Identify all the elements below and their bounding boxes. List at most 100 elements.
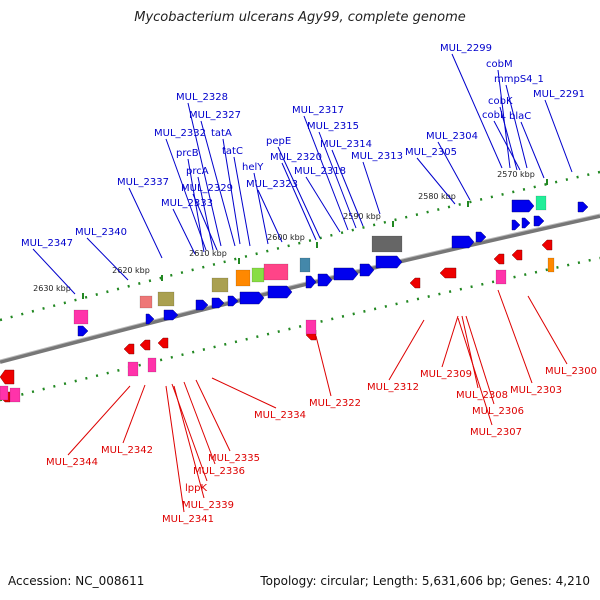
scale-tick-mark [238, 258, 240, 264]
gene-feature-block [547, 257, 555, 273]
forward-gene-label: MUL_2332 [154, 128, 206, 139]
forward-leader-line [505, 84, 528, 169]
reverse-gene-label: lppK [185, 483, 207, 494]
forward-gene-label: cobL [482, 110, 506, 121]
forward-leader-line [192, 193, 218, 251]
forward-gene-label: mmpS4_1 [494, 74, 544, 85]
forward-leader-line [128, 187, 163, 259]
forward-leader-line [197, 176, 214, 251]
scale-tick-mark [161, 275, 163, 281]
forward-gene-label: MUL_2329 [181, 183, 233, 194]
forward-gene-label: cobK [488, 96, 513, 107]
forward-gene-arrow [359, 263, 375, 277]
genome-backbone-highlight [0, 213, 600, 361]
forward-leader-line [331, 149, 364, 227]
reverse-gene-arrow [157, 337, 169, 349]
gene-feature-block [251, 267, 265, 283]
reverse-leader-line [195, 379, 231, 452]
forward-gene-label: helY [242, 162, 264, 173]
forward-gene-arrow [511, 199, 535, 213]
forward-gene-label: MUL_2318 [294, 166, 346, 177]
reverse-gene-label: MUL_2335 [208, 453, 260, 464]
scale-tick-mark [467, 201, 469, 207]
forward-gene-arrow [267, 285, 293, 299]
scale-ticks: 2630 kbp 2620 kbp 2610 kbp 2600 kbp 2590 kbp… [33, 170, 548, 299]
forward-leader-line [187, 158, 205, 253]
scale-tick-mark [546, 179, 548, 185]
forward-gene-arrow [195, 299, 209, 311]
forward-leader-line [416, 157, 456, 205]
reverse-leader-line [527, 295, 568, 365]
forward-leader-line [187, 102, 222, 247]
forward-gene-arrow [333, 267, 359, 281]
forward-leader-line [277, 146, 321, 239]
gene-feature-block [235, 269, 251, 287]
gene-feature-block [305, 319, 317, 335]
gene-labels: MUL_2299 cobM mmpS4_1 cobK MUL_2291 cobL blaC M… [21, 43, 597, 525]
forward-gene-label: prcA [186, 166, 209, 177]
forward-gene-label: cobM [486, 59, 513, 70]
gene-feature-block [139, 295, 153, 309]
reverse-gene-arrow [511, 249, 523, 261]
forward-gene-label: tatC [222, 146, 243, 157]
forward-leader-line [303, 115, 349, 231]
reverse-gene-arrow [139, 339, 151, 351]
forward-gene-label: MUL_2337 [117, 177, 169, 188]
scale-tick-label: 2570 kbp [497, 170, 535, 179]
forward-gene-label: MUL_2315 [307, 121, 359, 132]
forward-gene-label: MUL_2327 [189, 110, 241, 121]
scale-tick-label: 2590 kbp [343, 212, 381, 221]
forward-gene-arrow [145, 313, 155, 325]
genome-summary-text: Topology: circular; Length: 5,631,606 bp… [260, 574, 590, 588]
reverse-gene-label: MUL_2303 [510, 385, 562, 396]
forward-gene-label: MUL_2291 [533, 89, 585, 100]
reverse-leader-line [497, 289, 533, 384]
forward-gene-arrow [511, 219, 521, 231]
reverse-gene-arrow [409, 277, 421, 289]
forward-gene-arrow [239, 291, 265, 305]
forward-gene-label: MUL_2333 [161, 198, 213, 209]
forward-gene-arrow [475, 231, 487, 243]
gene-feature-block [73, 309, 89, 325]
forward-gene-label: pepE [266, 136, 291, 147]
reverse-gene-arrow [541, 239, 553, 251]
forward-leader-line [318, 131, 357, 229]
gene-feature-block [157, 291, 175, 307]
reverse-gene-arrow [123, 343, 135, 355]
forward-gene-label: MUL_2340 [75, 227, 127, 238]
forward-leader-line [233, 156, 251, 247]
reverse-gene-arrow [493, 253, 505, 265]
reverse-gene-label: MUL_2336 [193, 466, 245, 477]
reverse-gene-label: MUL_2341 [162, 514, 214, 525]
forward-gene-arrow [577, 201, 589, 213]
reverse-gene-label: MUL_2339 [182, 500, 234, 511]
gene-feature-block [495, 269, 507, 285]
forward-gene-label: MUL_2305 [405, 147, 457, 158]
scale-tick-label: 2600 kbp [267, 233, 305, 242]
forward-leader-line [222, 138, 241, 245]
reverse-gene-label: MUL_2334 [254, 410, 306, 421]
forward-gene-label: MUL_2299 [440, 43, 492, 54]
reverse-gene-label: MUL_2306 [472, 406, 524, 417]
forward-gene-arrow [451, 235, 475, 249]
scale-tick-mark [392, 221, 394, 227]
forward-leader-line [362, 161, 381, 215]
forward-leader-line [253, 172, 269, 245]
scale-tick-label: 2620 kbp [112, 266, 150, 275]
forward-leader-line [305, 176, 341, 233]
reverse-leader-line [461, 315, 479, 389]
forward-leader-line [437, 141, 471, 201]
forward-gene-arrow [163, 309, 179, 321]
forward-leader-line [86, 237, 129, 281]
reverse-gene-label: MUL_2312 [367, 382, 419, 393]
genome-backbone [0, 214, 600, 364]
reverse-gene-label: MUL_2342 [101, 445, 153, 456]
reverse-leader-line [441, 315, 459, 368]
forward-gene-label: MUL_2313 [351, 151, 403, 162]
inner-scale-track [0, 256, 600, 402]
forward-leader-line [520, 121, 545, 179]
forward-gene-label: prcB [176, 148, 199, 159]
forward-gene-label: MUL_2320 [270, 152, 322, 163]
reverse-leader-line [457, 317, 493, 426]
